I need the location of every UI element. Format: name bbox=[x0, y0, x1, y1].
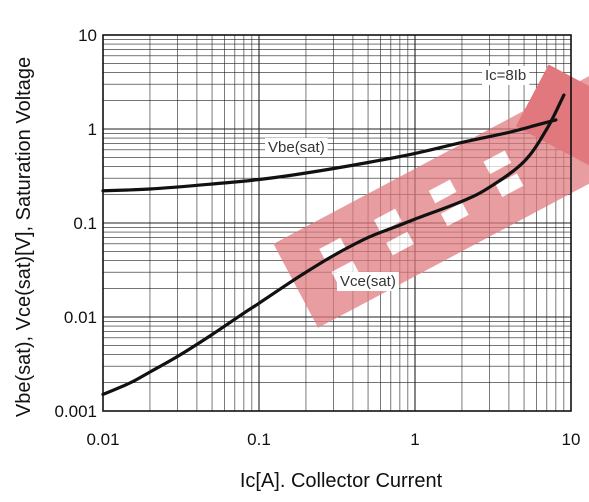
watermark-cutout bbox=[319, 237, 347, 262]
annotation-backdrop bbox=[265, 138, 328, 157]
watermark-cutout bbox=[440, 202, 469, 227]
y-tick-label: 10 bbox=[78, 26, 97, 45]
watermark-cutout bbox=[386, 231, 414, 256]
watermark-band bbox=[515, 64, 589, 202]
y-tick-label: 0.1 bbox=[73, 214, 97, 233]
watermark-cutout bbox=[483, 150, 512, 175]
y-axis-label: Vbe(sat), Vce(sat)[V], Saturation Voltag… bbox=[13, 57, 35, 417]
plot-frame bbox=[102, 34, 572, 412]
annotation-ic-ratio: Ic=8Ib bbox=[485, 67, 526, 84]
series-curve-vbe-sat- bbox=[101, 118, 558, 193]
annotation-vbe-sat: Vbe(sat) bbox=[268, 139, 325, 156]
x-tick-label: 0.1 bbox=[247, 430, 271, 449]
y-tick-label: 0.001 bbox=[54, 402, 97, 421]
x-tick-label: 0.01 bbox=[86, 430, 119, 449]
annotation-backdrop bbox=[337, 272, 399, 291]
x-tick-label: 1 bbox=[410, 430, 419, 449]
x-axis-label: Ic[A]. Collector Current bbox=[240, 470, 443, 492]
annotation-vce-sat: Vce(sat) bbox=[340, 273, 396, 290]
y-tick-label: 0.01 bbox=[64, 308, 97, 327]
x-tick-labels: 0.01 0.1 1 10 bbox=[86, 430, 580, 449]
annotation-backdrop bbox=[482, 66, 530, 85]
y-tick-label: 1 bbox=[88, 120, 97, 139]
x-tick-label: 10 bbox=[562, 430, 581, 449]
watermark-cutout bbox=[495, 173, 524, 198]
data-curves bbox=[101, 93, 566, 396]
series-curve-vce-sat- bbox=[101, 93, 566, 396]
watermark-logo bbox=[273, 64, 589, 328]
watermark-cutout bbox=[373, 208, 402, 233]
y-tick-labels: 0.001 0.01 0.1 1 10 bbox=[54, 26, 97, 421]
watermark-cutout bbox=[428, 179, 457, 204]
